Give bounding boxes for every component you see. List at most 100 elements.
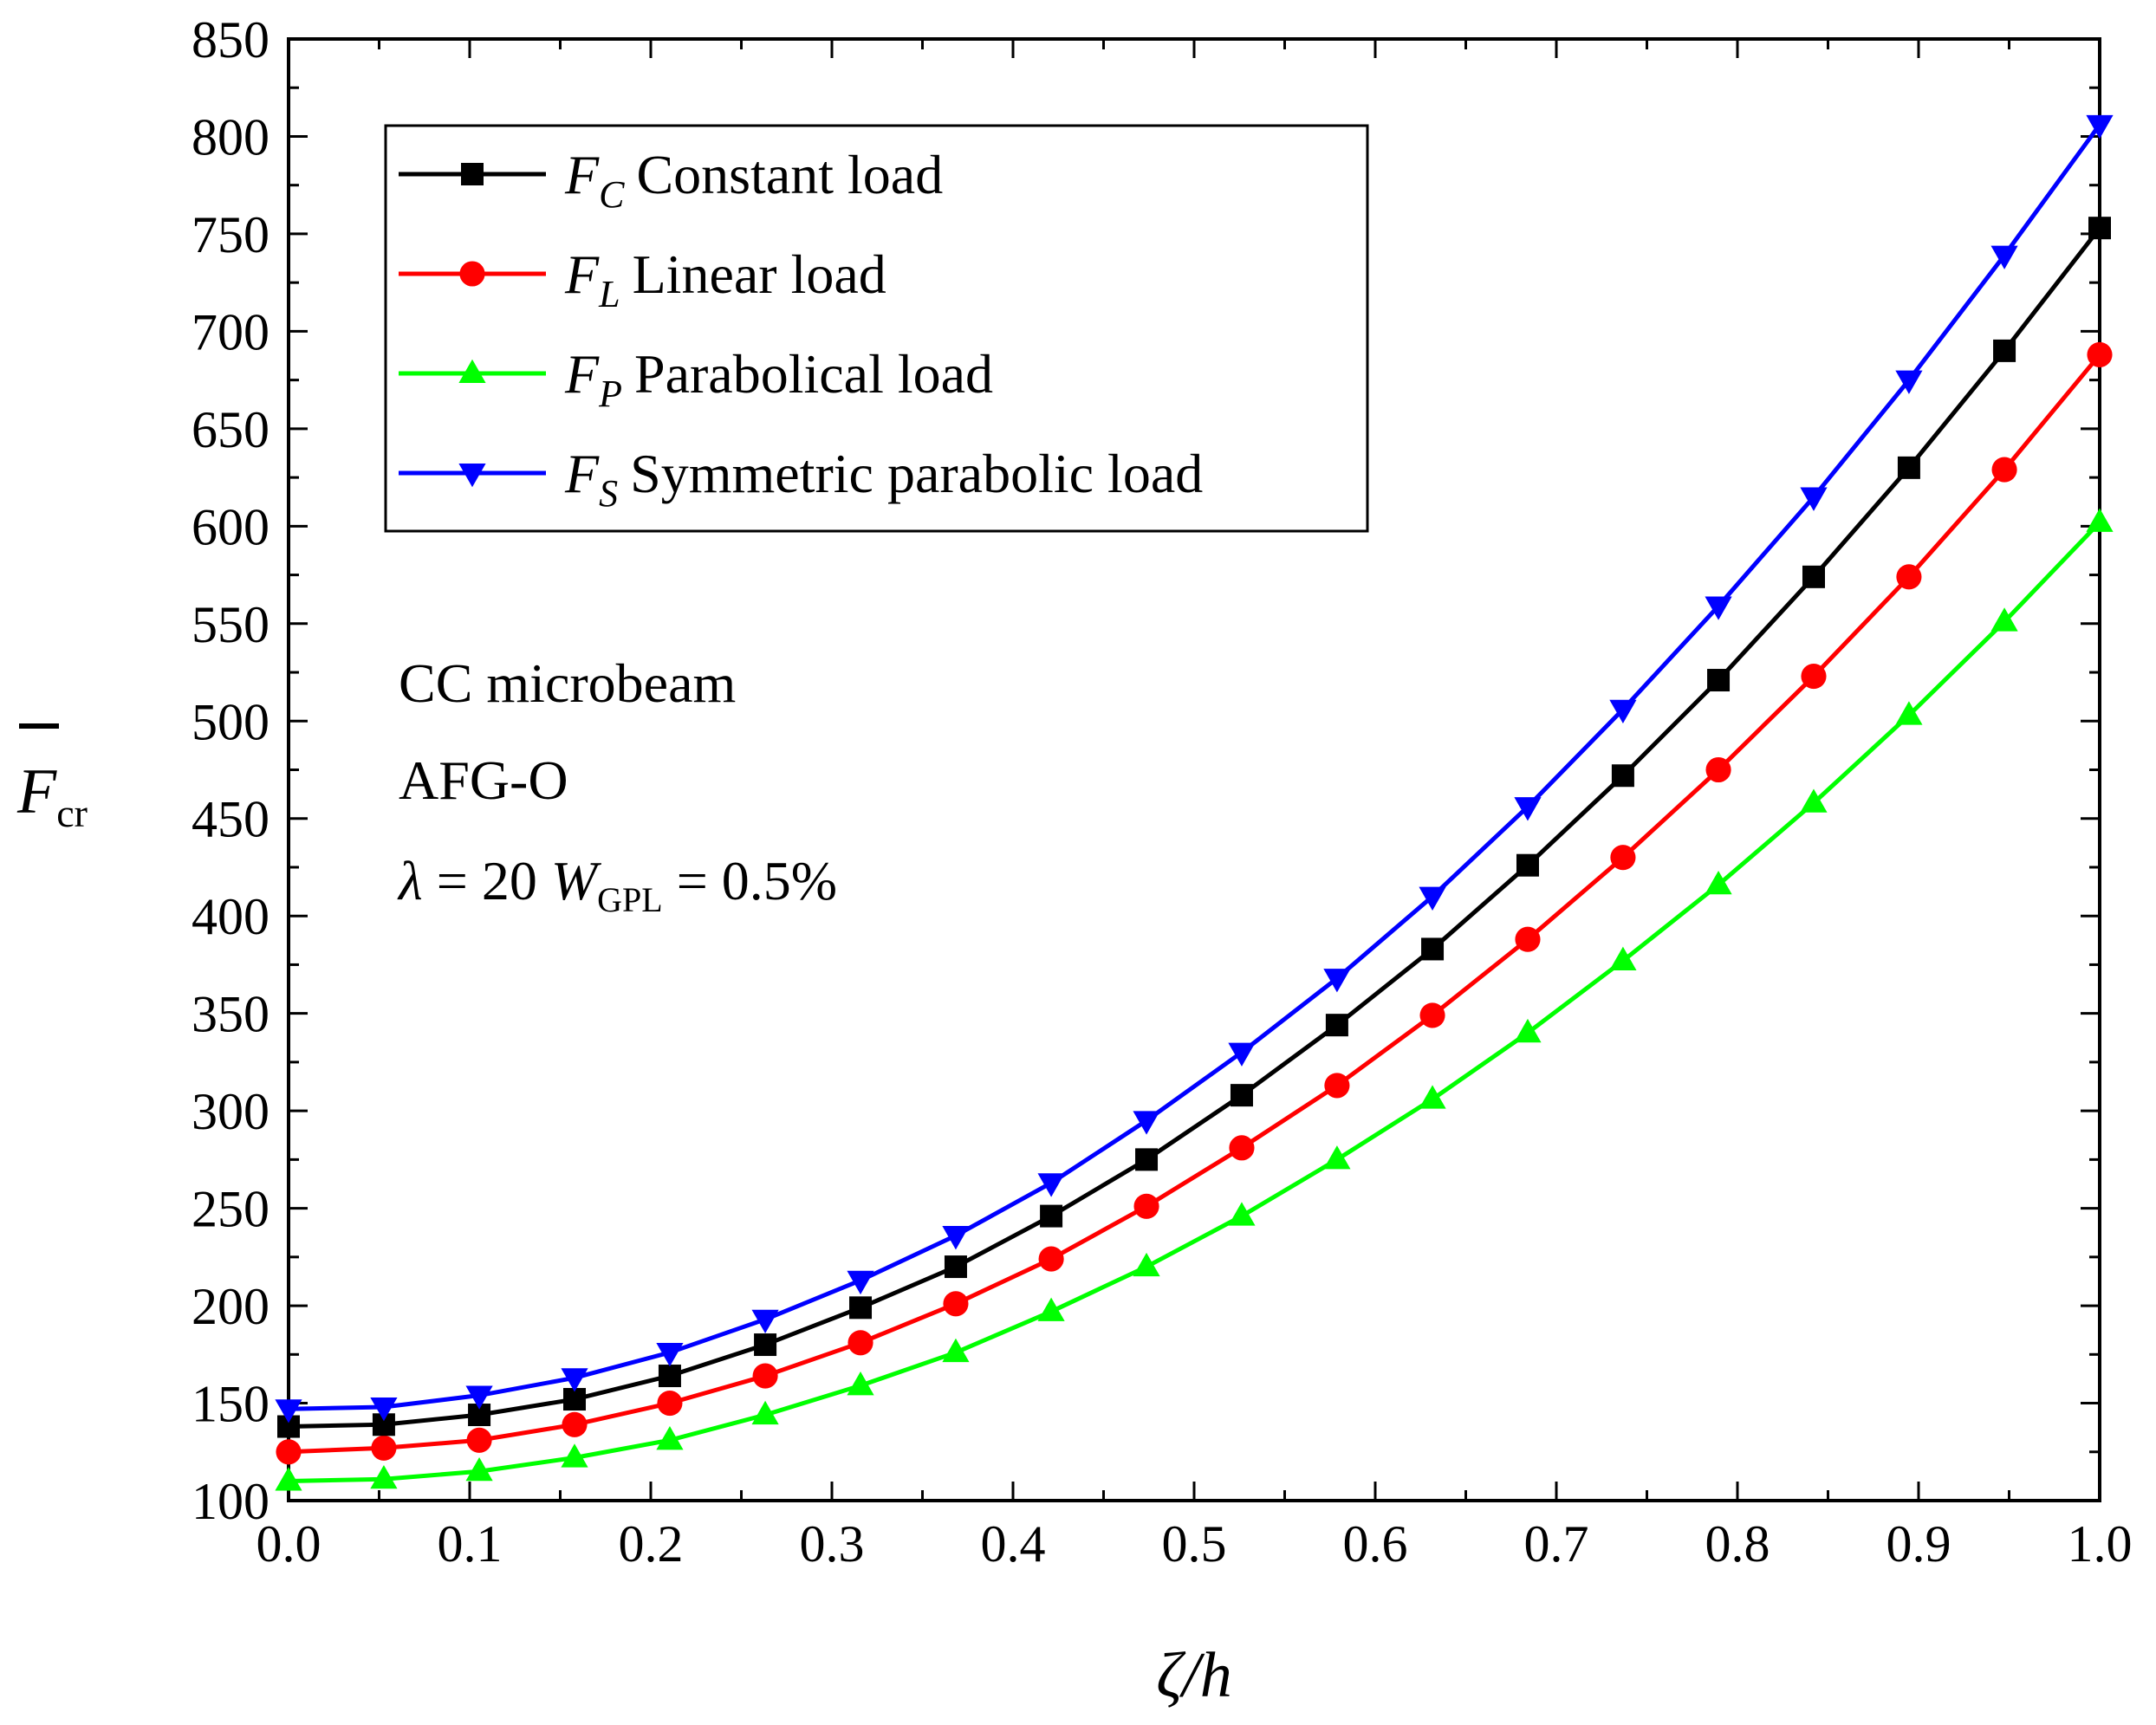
y-tick-label: 400 bbox=[192, 888, 270, 945]
axis-ticks bbox=[287, 37, 2101, 1502]
data-point bbox=[371, 1435, 397, 1461]
y-axis-label: Fcr bbox=[16, 723, 88, 835]
data-point bbox=[1609, 946, 1637, 970]
lambda-symbol: λ bbox=[397, 850, 423, 911]
data-point bbox=[275, 1399, 302, 1423]
data-point bbox=[276, 1439, 302, 1465]
legend-box bbox=[384, 124, 1369, 533]
y-tick-label: 800 bbox=[192, 108, 270, 165]
legend-symbol: F bbox=[564, 443, 600, 504]
data-point bbox=[1323, 969, 1351, 993]
data-point bbox=[1990, 607, 2018, 632]
annotation-parameters: λ = 20 WGPL = 0.5% bbox=[397, 850, 837, 919]
data-point bbox=[2087, 341, 2113, 367]
data-point bbox=[656, 1343, 684, 1367]
series-p bbox=[275, 508, 2114, 1491]
data-point bbox=[465, 1457, 493, 1482]
data-point bbox=[1133, 1111, 1160, 1135]
series-layer bbox=[275, 114, 2114, 1491]
legend-symbol: F bbox=[564, 243, 600, 305]
data-point bbox=[1516, 853, 1539, 877]
annotation-material: AFG-O bbox=[399, 749, 568, 811]
data-point bbox=[1228, 1202, 1256, 1226]
data-point bbox=[1895, 370, 1923, 394]
data-point bbox=[370, 1465, 398, 1489]
data-point bbox=[1610, 845, 1636, 871]
y-tick-label: 650 bbox=[192, 401, 270, 458]
data-point bbox=[1037, 1173, 1065, 1197]
data-point bbox=[1800, 487, 1828, 511]
data-point bbox=[1609, 699, 1637, 724]
data-point bbox=[847, 1330, 873, 1356]
legend-symbol: F bbox=[564, 144, 600, 205]
data-point bbox=[1991, 457, 2017, 483]
data-point bbox=[1419, 886, 1446, 911]
y-axis-subscript: cr bbox=[56, 791, 88, 835]
data-point bbox=[658, 1365, 681, 1388]
data-point bbox=[1990, 245, 2018, 269]
data-point bbox=[847, 1372, 874, 1396]
w-symbol: W bbox=[551, 850, 602, 911]
y-tick-label: 600 bbox=[192, 498, 270, 555]
data-point bbox=[1514, 1018, 1542, 1043]
legend-label: FC Constant load bbox=[564, 144, 943, 216]
data-point bbox=[561, 1443, 588, 1468]
x-tick-label: 0.6 bbox=[1343, 1515, 1408, 1573]
x-tick-label: 1.0 bbox=[2068, 1515, 2133, 1573]
legend-subscript: L bbox=[598, 273, 620, 315]
data-point bbox=[1133, 1193, 1159, 1219]
data-point bbox=[1514, 797, 1542, 821]
y-tick-label: 850 bbox=[192, 11, 270, 68]
data-point bbox=[1228, 1042, 1256, 1067]
data-point bbox=[1133, 1252, 1160, 1277]
legend-entry-s: FS Symmetric parabolic load bbox=[399, 443, 1203, 515]
data-point bbox=[1421, 937, 1445, 961]
data-point bbox=[458, 463, 486, 488]
data-point bbox=[459, 261, 485, 287]
x-axis-rest: /h bbox=[1179, 1640, 1232, 1711]
data-point bbox=[1611, 764, 1634, 788]
data-point bbox=[2088, 217, 2111, 240]
series-s bbox=[275, 114, 2114, 1423]
w-value: = 0.5% bbox=[663, 850, 837, 911]
axis-tick-labels: 0.0 0.1 0.2 0.3 0.4 0.5 0.6 0.7 0.8 0.9 1.0 100 150 2… bbox=[192, 11, 2133, 1573]
legend-entry-c: FC Constant load bbox=[399, 144, 943, 216]
legend-subscript: C bbox=[599, 173, 625, 216]
data-point bbox=[1897, 456, 1920, 479]
data-point bbox=[275, 1467, 302, 1491]
data-point bbox=[370, 1397, 398, 1422]
x-tick-label: 0.0 bbox=[257, 1515, 321, 1573]
x-tick-label: 0.2 bbox=[619, 1515, 684, 1573]
svg-text:ζ/h: ζ/h bbox=[1156, 1640, 1232, 1711]
x-axis-symbol: ζ bbox=[1156, 1640, 1186, 1711]
data-point bbox=[1135, 1148, 1159, 1171]
data-point bbox=[465, 1385, 493, 1410]
data-point bbox=[562, 1411, 588, 1437]
data-point bbox=[942, 1226, 970, 1250]
data-point bbox=[656, 1426, 684, 1450]
data-point bbox=[1323, 1145, 1351, 1170]
data-point bbox=[561, 1368, 588, 1392]
series-line bbox=[288, 521, 2101, 1484]
data-point bbox=[1705, 596, 1732, 620]
legend-name: Parabolical load bbox=[634, 343, 993, 405]
legend-label: FL Linear load bbox=[564, 243, 886, 315]
series-line bbox=[288, 123, 2102, 1411]
data-point bbox=[1515, 926, 1541, 952]
y-tick-label: 150 bbox=[192, 1376, 270, 1433]
w-subscript: GPL bbox=[597, 880, 663, 919]
data-point bbox=[1419, 1085, 1446, 1109]
data-point bbox=[1419, 1002, 1445, 1028]
data-point bbox=[1037, 1297, 1065, 1321]
data-point bbox=[751, 1309, 779, 1334]
legend-subscript: P bbox=[598, 373, 622, 415]
y-axis-symbol: F bbox=[16, 756, 57, 827]
data-point bbox=[944, 1255, 967, 1279]
annotation-beam-type: CC microbeam bbox=[399, 652, 736, 714]
data-point bbox=[461, 163, 484, 185]
series-line bbox=[288, 353, 2101, 1455]
y-tick-label: 750 bbox=[192, 206, 270, 263]
